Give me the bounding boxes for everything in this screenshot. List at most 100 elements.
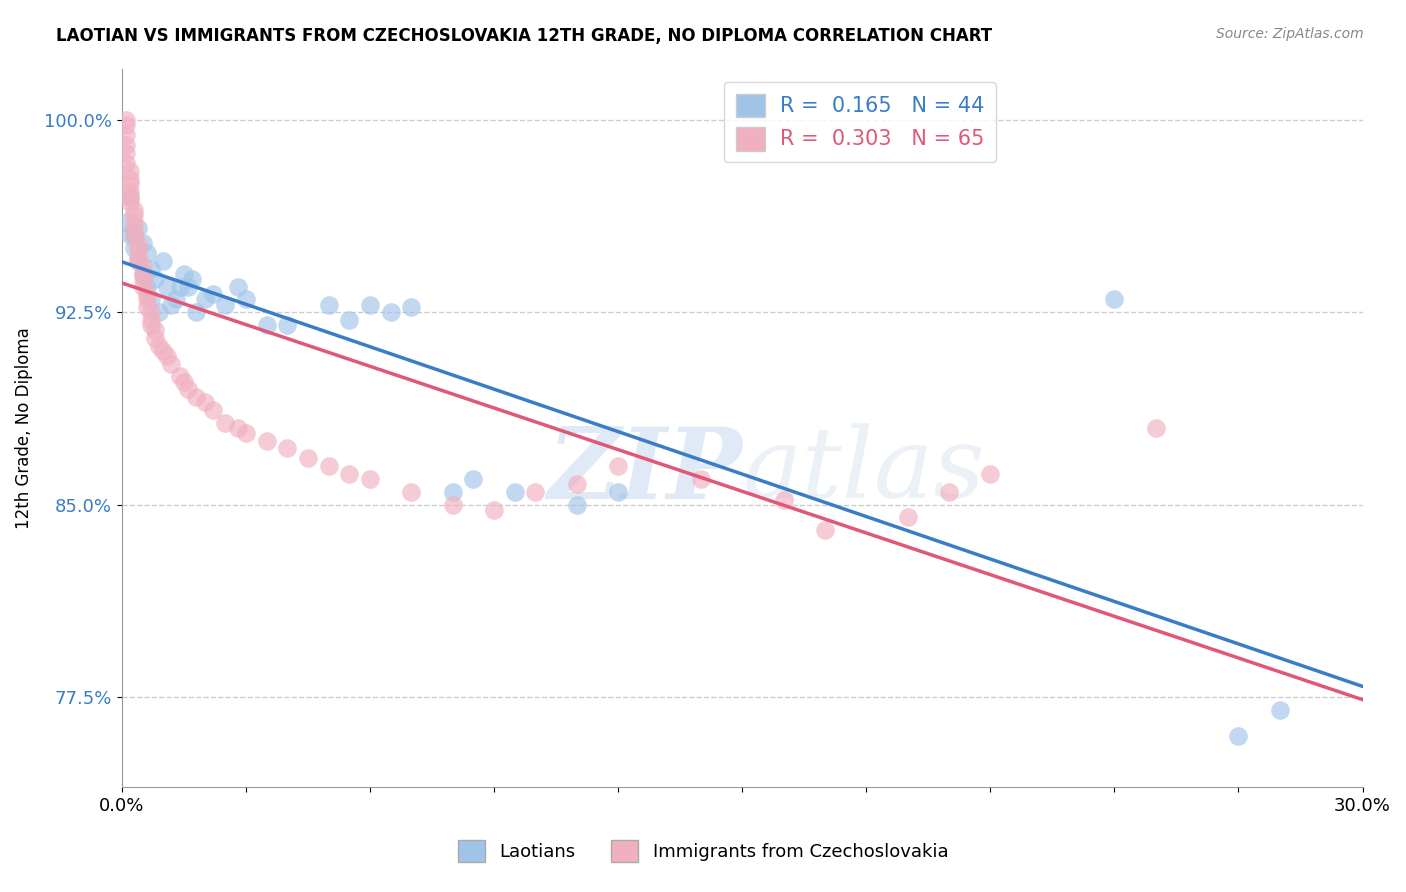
Point [148,338,170,352]
Point [524,484,547,499]
Point [160,297,183,311]
Point [186,390,208,404]
Point [131,267,153,281]
Point [115,128,138,143]
Point [122,202,145,217]
Point [156,349,179,363]
Point [131,279,153,293]
Point [401,484,423,499]
Point [177,279,200,293]
Point [131,259,153,273]
Point [152,343,174,358]
Point [1227,729,1250,743]
Point [359,472,381,486]
Point [131,272,153,286]
Point [135,287,157,301]
Point [139,261,162,276]
Point [173,267,195,281]
Point [689,472,711,486]
Legend: Laotians, Immigrants from Czechoslovakia: Laotians, Immigrants from Czechoslovakia [450,833,956,870]
Point [139,313,162,327]
Point [169,279,191,293]
Point [441,498,464,512]
Point [135,293,157,307]
Point [120,190,142,204]
Point [120,194,142,209]
Point [979,467,1001,481]
Point [193,293,215,307]
Point [139,318,162,332]
Point [463,472,485,486]
Point [186,305,208,319]
Point [173,375,195,389]
Point [127,220,149,235]
Point [214,297,236,311]
Point [226,279,249,293]
Point [122,241,145,255]
Text: LAOTIAN VS IMMIGRANTS FROM CZECHOSLOVAKIA 12TH GRADE, NO DIPLOMA CORRELATION CHA: LAOTIAN VS IMMIGRANTS FROM CZECHOSLOVAKI… [56,27,993,45]
Point [135,279,157,293]
Point [226,420,249,434]
Point [120,228,142,243]
Point [135,300,157,314]
Point [193,395,215,409]
Point [115,138,138,153]
Text: ZIP: ZIP [547,423,742,519]
Point [503,484,526,499]
Point [1268,703,1291,717]
Point [143,331,166,345]
Point [814,524,837,538]
Point [160,357,183,371]
Point [401,300,423,314]
Point [115,118,138,132]
Point [120,164,142,178]
Point [127,254,149,268]
Point [169,369,191,384]
Legend: R =  0.165   N = 44, R =  0.303   N = 65: R = 0.165 N = 44, R = 0.303 N = 65 [724,82,997,162]
Point [122,215,145,229]
Point [938,484,960,499]
Point [115,215,138,229]
Point [120,171,142,186]
Point [607,459,630,474]
Point [115,146,138,161]
Point [120,190,142,204]
Point [1144,420,1167,434]
Point [122,228,145,243]
Point [122,220,145,235]
Point [276,318,298,332]
Point [256,318,278,332]
Point [256,434,278,448]
Point [135,246,157,260]
Point [122,228,145,243]
Point [897,510,920,524]
Point [127,254,149,268]
Text: Source: ZipAtlas.com: Source: ZipAtlas.com [1216,27,1364,41]
Point [201,402,224,417]
Text: atlas: atlas [742,423,986,518]
Point [201,287,224,301]
Point [131,235,153,250]
Point [177,382,200,396]
Point [565,477,588,491]
Point [337,313,360,327]
Point [1104,293,1126,307]
Point [181,272,204,286]
Point [337,467,360,481]
Point [772,492,794,507]
Point [156,279,179,293]
Point [565,498,588,512]
Point [359,297,381,311]
Point [235,425,257,440]
Point [276,441,298,455]
Point [115,156,138,170]
Point [165,293,187,307]
Point [127,241,149,255]
Point [607,484,630,499]
Point [297,451,319,466]
Point [120,185,142,199]
Point [143,323,166,337]
Point [318,459,340,474]
Point [139,293,162,307]
Point [318,297,340,311]
